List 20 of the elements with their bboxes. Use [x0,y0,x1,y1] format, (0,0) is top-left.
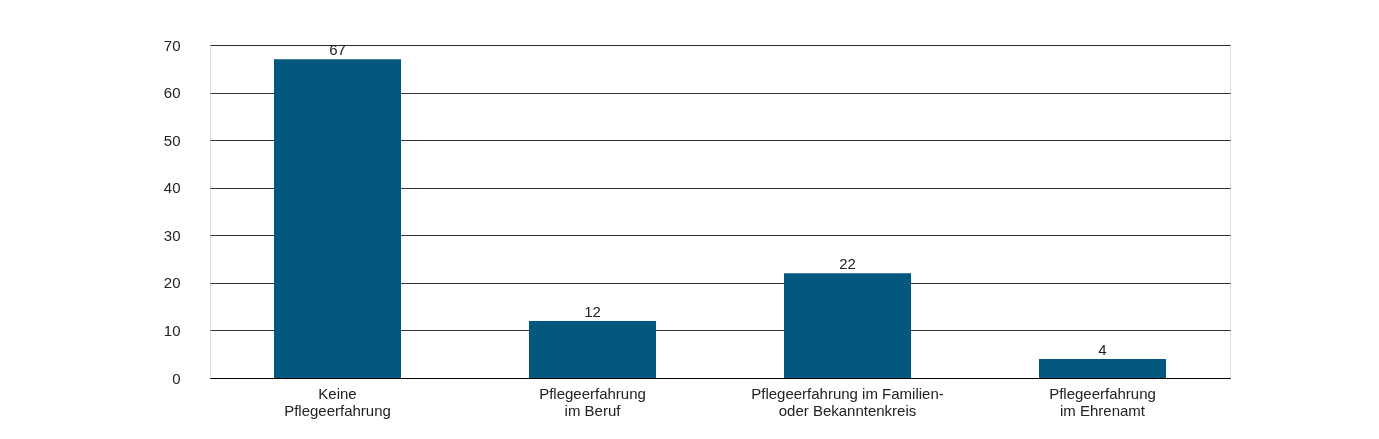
data-label: 22 [839,255,856,273]
data-label: 67 [329,41,346,59]
x-tick-label: Pflegeerfahrung im Ehrenamt [1049,384,1156,419]
x-tick-label: Pflegeerfahrung im Familien- oder Bekanntenkreis [751,384,944,419]
y-tick-label: 30 [163,226,181,244]
y-tick-label: 40 [163,179,181,197]
x-tick-label: Pflegeerfahrung im Beruf [539,384,646,419]
bar [1039,358,1166,378]
bar [784,273,911,378]
y-tick-label: 10 [163,321,181,339]
y-tick-label: 60 [163,84,181,102]
data-label: 4 [1098,340,1107,358]
bar [529,320,656,378]
y-tick-label: 70 [163,36,181,54]
y-tick-label: 50 [163,131,181,149]
y-tick-label: 20 [163,274,181,292]
x-tick-label: Keine Pflegeerfahrung [284,384,391,419]
data-label: 12 [584,302,601,320]
bar [274,59,401,378]
y-tick-label: 0 [172,369,181,387]
